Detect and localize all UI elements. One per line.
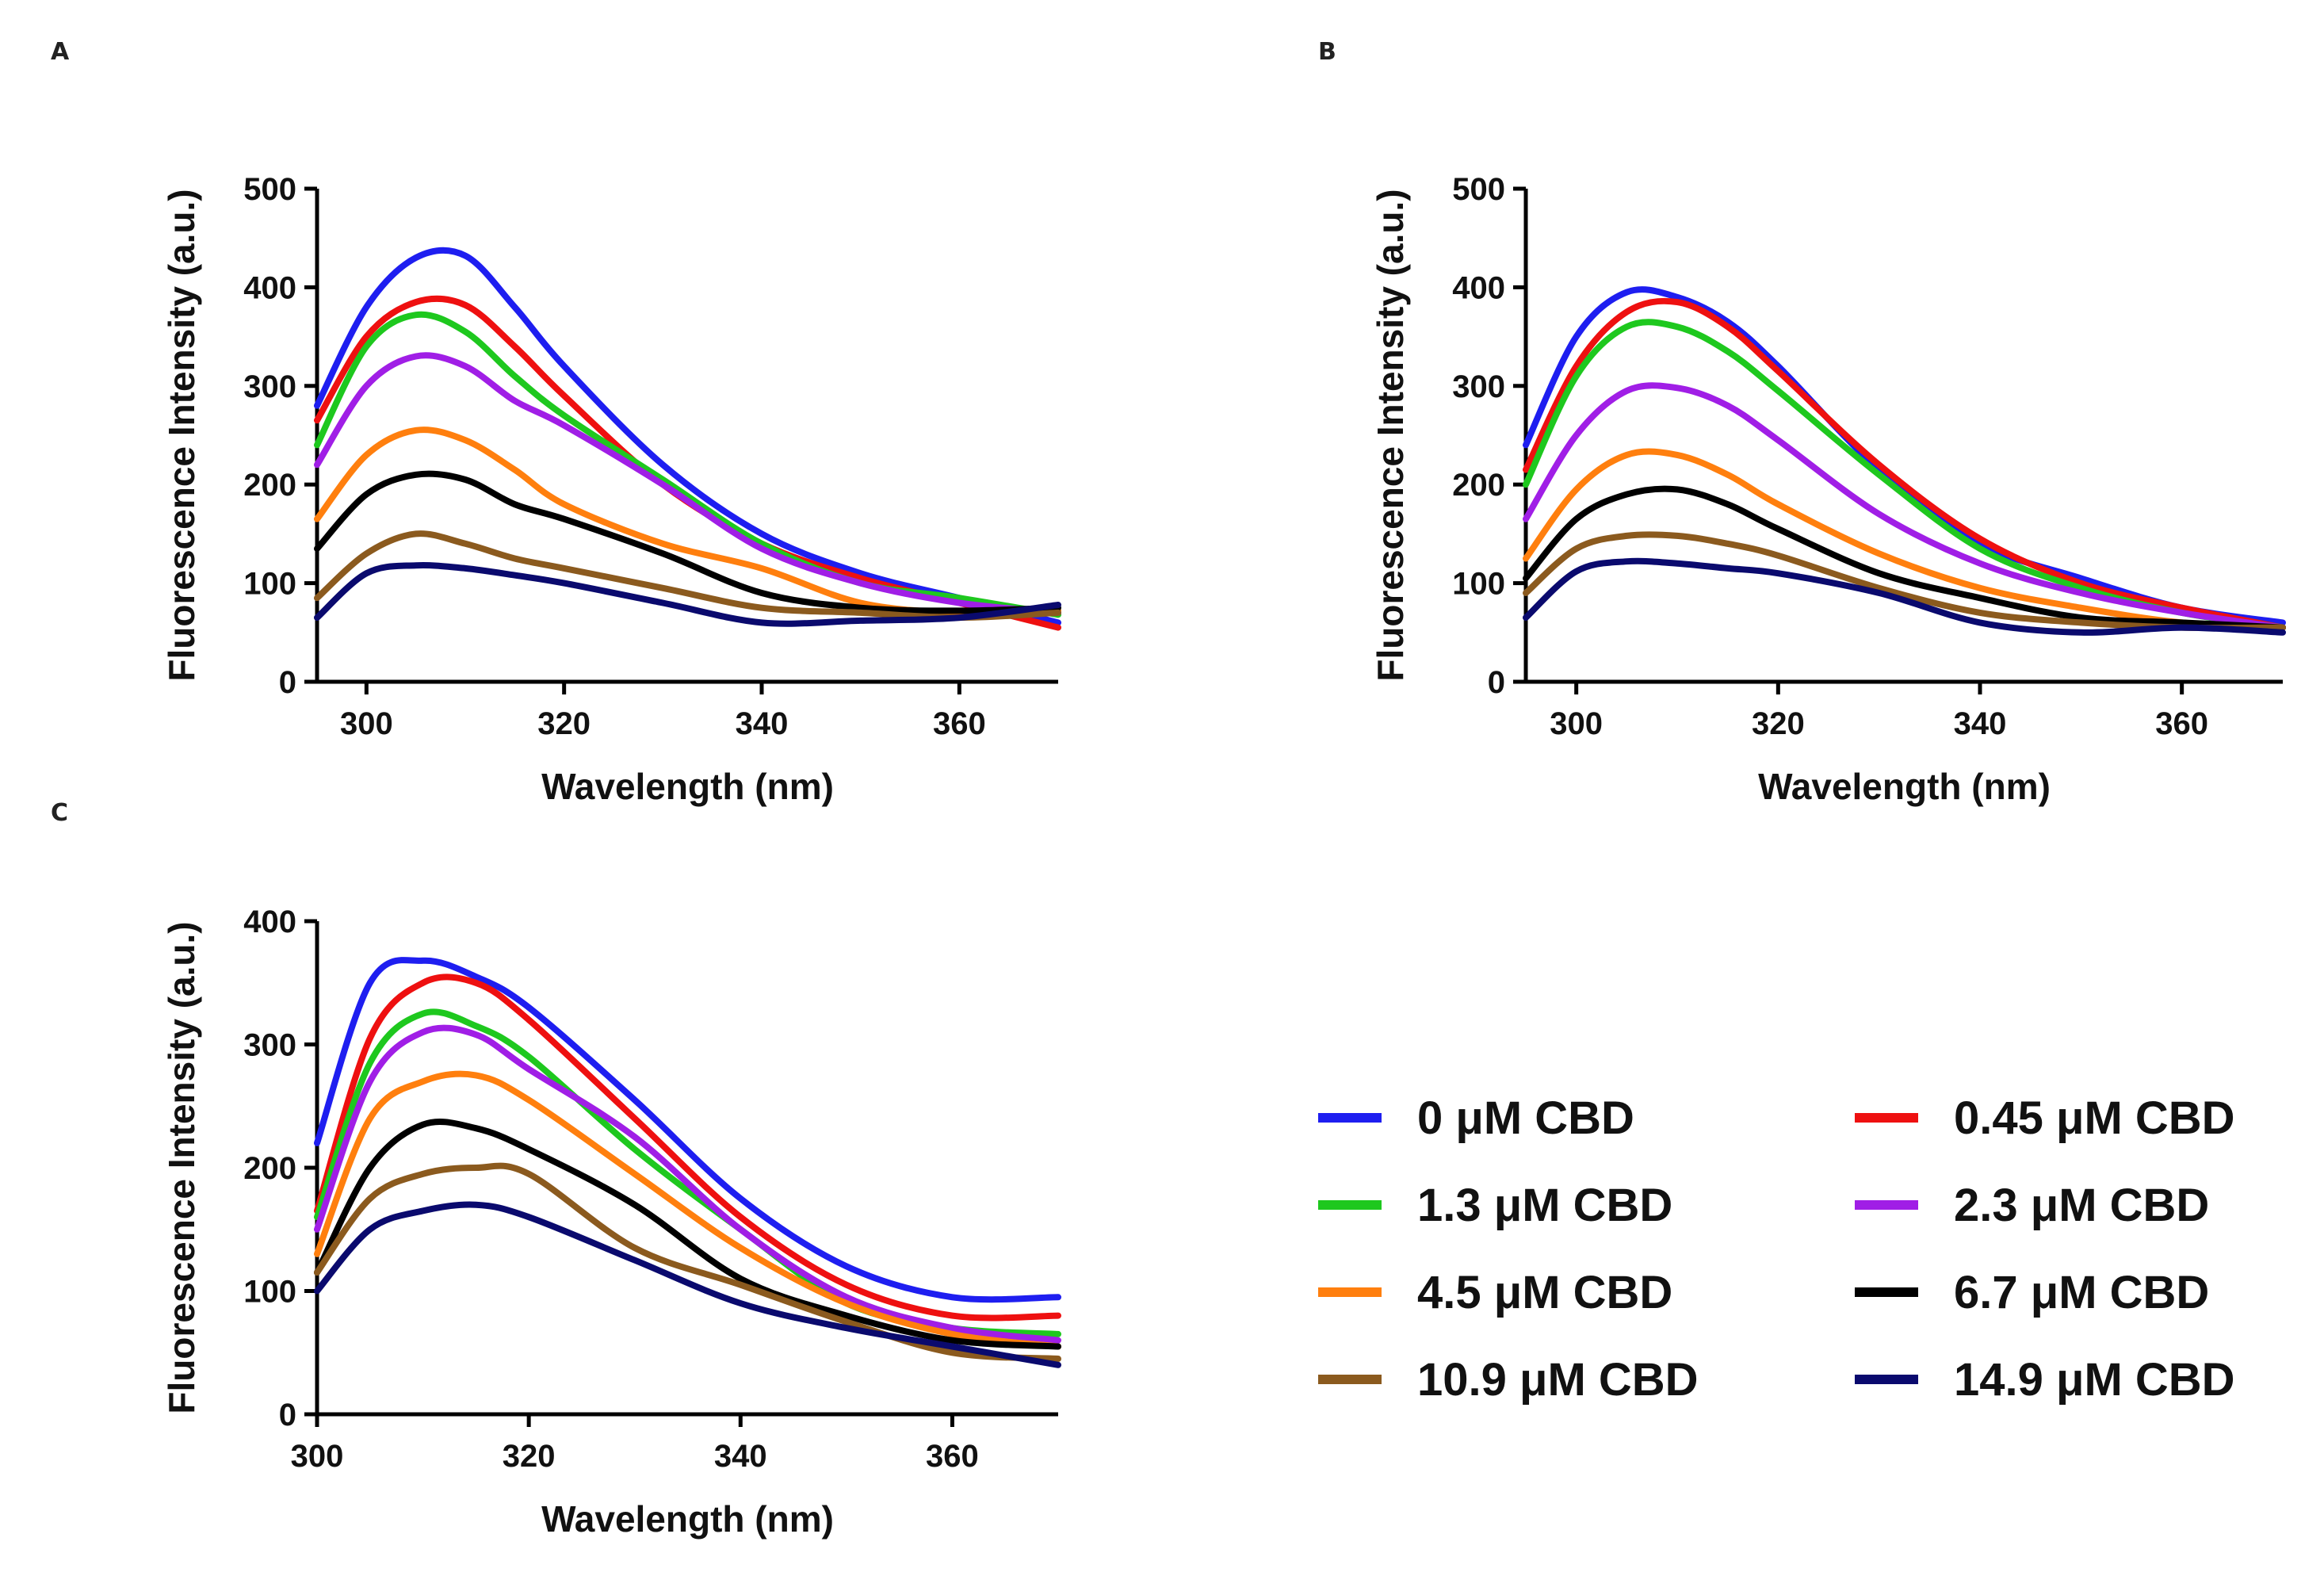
y-tick-label: 500 [1452, 172, 1505, 207]
series-line-4p5-m-cbd [314, 427, 1061, 617]
legend-label: 2.3 μM CBD [1954, 1180, 2209, 1231]
x-tick-label: 300 [291, 1439, 344, 1474]
panel-label: A [51, 38, 70, 66]
y-axis-title: Fluorescence Intensity (a.u.) [161, 189, 202, 681]
x-tick-label: 320 [503, 1439, 556, 1474]
legend-item: 0 μM CBD [1318, 1092, 1634, 1144]
panel-label: C [51, 799, 68, 827]
series-line-14p9-m-cbd [314, 1201, 1061, 1368]
legend-label: 6.7 μM CBD [1954, 1267, 2209, 1318]
series-line-10p9-m-cbd [1523, 531, 2286, 632]
legend-item: 4.5 μM CBD [1318, 1267, 1672, 1318]
x-axis-title: Wavelength (nm) [1758, 766, 2051, 807]
series-line-0p45-m-cbd [1523, 297, 2286, 631]
x-tick-label: 360 [933, 706, 986, 741]
panel-label: B [1318, 38, 1336, 66]
x-axis-title: Wavelength (nm) [541, 1498, 834, 1540]
x-tick-label: 300 [340, 706, 393, 741]
y-tick-label: 100 [243, 1275, 296, 1310]
legend-label: 1.3 μM CBD [1417, 1180, 1672, 1231]
legend-label: 4.5 μM CBD [1417, 1267, 1672, 1318]
series-line-10p9-m-cbd [314, 530, 1061, 622]
y-tick-label: 100 [1452, 567, 1505, 602]
series-line-1p3-m-cbd [314, 311, 1061, 618]
series-line-6p7-m-cbd [314, 470, 1061, 614]
y-tick-label: 200 [243, 468, 296, 503]
y-tick-label: 0 [279, 1398, 296, 1433]
series-line-0p45-m-cbd [314, 295, 1061, 631]
legend-item: 14.9 μM CBD [1855, 1354, 2235, 1406]
series-line-0-m-cbd [1523, 286, 2286, 626]
y-axis-title: Fluorescence Intensity (a.u.) [161, 921, 202, 1413]
series-line-0-m-cbd [314, 247, 1061, 626]
legend: 0 μM CBD 0.45 μM CBD 1.3 μM CBD 2.3 μM CBD 4… [1318, 1092, 2235, 1406]
chart-panel-c: C 0 100 200 300 400 300 320 340 360 Wavelength (nm… [51, 799, 1061, 1540]
y-tick-label: 0 [1488, 665, 1505, 700]
series-line-6p7-m-cbd [1523, 485, 2286, 631]
y-tick-label: 200 [243, 1151, 296, 1186]
legend-item: 1.3 μM CBD [1318, 1180, 1672, 1231]
series-line-0p45-m-cbd [314, 974, 1061, 1322]
y-tick-label: 500 [243, 172, 296, 207]
series-line-4p5-m-cbd [1523, 448, 2286, 631]
x-tick-label: 360 [2155, 706, 2208, 741]
y-tick-label: 100 [243, 567, 296, 602]
legend-label: 0.45 μM CBD [1954, 1092, 2235, 1144]
series-line-10p9-m-cbd [314, 1162, 1061, 1362]
series-line-14p9-m-cbd [314, 561, 1061, 627]
series-line-2p3-m-cbd [314, 352, 1061, 616]
series-line-2p3-m-cbd [1523, 382, 2286, 631]
series-line-4p5-m-cbd [314, 1070, 1061, 1350]
y-tick-label: 300 [243, 1028, 296, 1063]
y-axis-title: Fluorescence Intensity (a.u.) [1370, 189, 1411, 681]
legend-item: 6.7 μM CBD [1855, 1267, 2209, 1318]
series-line-6p7-m-cbd [314, 1118, 1061, 1350]
y-tick-label: 300 [243, 369, 296, 404]
x-tick-label: 340 [736, 706, 789, 741]
y-tick-label: 0 [279, 665, 296, 700]
series-line-14p9-m-cbd [1523, 557, 2286, 636]
x-tick-label: 340 [1954, 706, 2007, 741]
x-tick-label: 320 [1752, 706, 1805, 741]
x-tick-label: 300 [1550, 706, 1603, 741]
legend-label: 10.9 μM CBD [1417, 1354, 1699, 1406]
y-tick-label: 400 [243, 905, 296, 939]
series-line-0-m-cbd [314, 957, 1061, 1303]
y-tick-label: 400 [1452, 270, 1505, 305]
legend-item: 10.9 μM CBD [1318, 1354, 1699, 1406]
x-tick-label: 340 [714, 1439, 767, 1474]
y-tick-label: 200 [1452, 468, 1505, 503]
y-tick-label: 400 [243, 270, 296, 305]
chart-panel-b: B 0 100 200 300 400 500 300 320 340 360 Wavelength … [1318, 38, 2286, 807]
x-axis-title: Wavelength (nm) [541, 766, 834, 807]
legend-label: 0 μM CBD [1417, 1092, 1634, 1144]
legend-item: 2.3 μM CBD [1855, 1180, 2209, 1231]
y-tick-label: 300 [1452, 369, 1505, 404]
legend-item: 0.45 μM CBD [1855, 1092, 2235, 1144]
series-line-2p3-m-cbd [314, 1024, 1061, 1344]
x-tick-label: 360 [926, 1439, 979, 1474]
x-tick-label: 320 [537, 706, 591, 741]
chart-panel-a: A 0 100 200 300 400 500 300 320 340 360 Wavelength … [51, 38, 1061, 807]
legend-label: 14.9 μM CBD [1954, 1354, 2235, 1406]
